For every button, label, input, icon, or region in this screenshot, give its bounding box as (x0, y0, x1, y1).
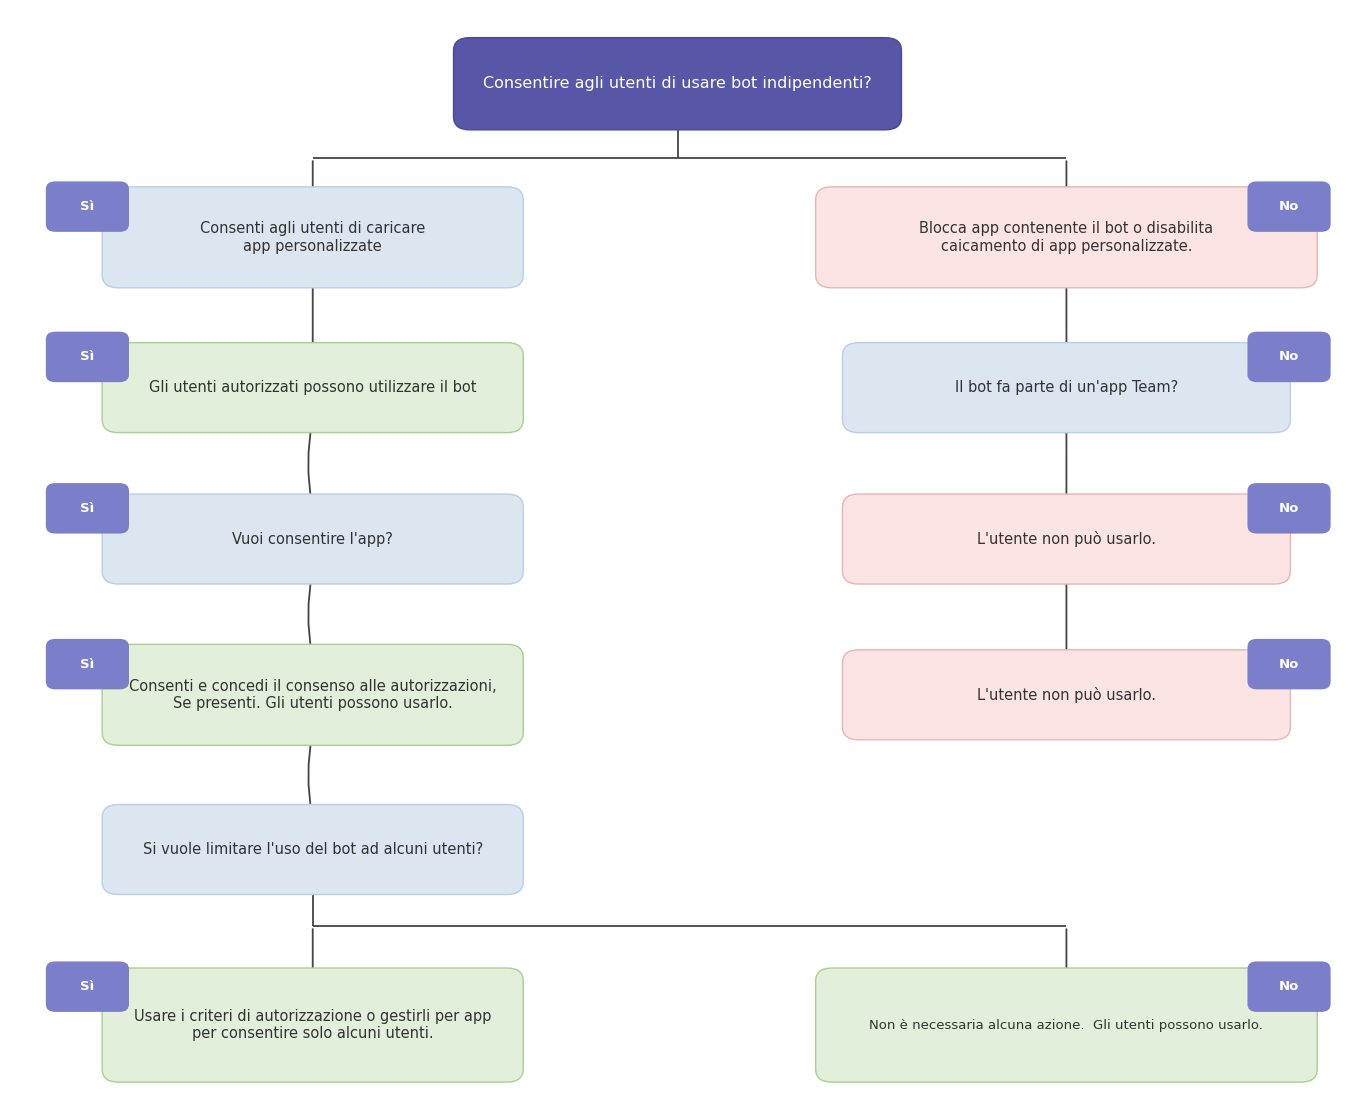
Text: No: No (1279, 350, 1299, 363)
FancyBboxPatch shape (46, 961, 129, 1012)
Text: Sì: Sì (80, 200, 95, 213)
Text: Usare i criteri di autorizzazione o gestirli per app
per consentire solo alcuni : Usare i criteri di autorizzazione o gest… (134, 1009, 492, 1041)
FancyBboxPatch shape (46, 332, 129, 382)
Text: L'utente non può usarlo.: L'utente non può usarlo. (977, 531, 1156, 547)
FancyBboxPatch shape (1248, 181, 1331, 232)
FancyBboxPatch shape (102, 644, 523, 745)
FancyBboxPatch shape (46, 483, 129, 533)
FancyBboxPatch shape (102, 494, 523, 584)
Text: Gli utenti autorizzati possono utilizzare il bot: Gli utenti autorizzati possono utilizzar… (149, 380, 477, 396)
Text: No: No (1279, 200, 1299, 213)
FancyBboxPatch shape (1248, 639, 1331, 689)
FancyBboxPatch shape (102, 187, 523, 288)
FancyBboxPatch shape (1248, 483, 1331, 533)
Text: Consenti agli utenti di caricare
app personalizzate: Consenti agli utenti di caricare app per… (201, 221, 425, 253)
FancyBboxPatch shape (454, 38, 901, 130)
Text: Blocca app contenente il bot o disabilita
caicamento di app personalizzate.: Blocca app contenente il bot o disabilit… (919, 221, 1214, 253)
Text: Il bot fa parte di un'app Team?: Il bot fa parte di un'app Team? (955, 380, 1177, 396)
Text: Si vuole limitare l'uso del bot ad alcuni utenti?: Si vuole limitare l'uso del bot ad alcun… (142, 842, 482, 857)
FancyBboxPatch shape (102, 804, 523, 894)
FancyBboxPatch shape (843, 342, 1290, 432)
FancyBboxPatch shape (1248, 961, 1331, 1012)
Text: Sì: Sì (80, 980, 95, 993)
FancyBboxPatch shape (816, 968, 1317, 1082)
Text: Non è necessaria alcuna azione.  Gli utenti possono usarlo.: Non è necessaria alcuna azione. Gli uten… (870, 1019, 1263, 1032)
Text: No: No (1279, 658, 1299, 671)
Text: Sì: Sì (80, 658, 95, 671)
Text: Sì: Sì (80, 350, 95, 363)
FancyBboxPatch shape (46, 639, 129, 689)
FancyBboxPatch shape (816, 187, 1317, 288)
Text: Sì: Sì (80, 502, 95, 514)
Text: Vuoi consentire l'app?: Vuoi consentire l'app? (232, 531, 393, 547)
FancyBboxPatch shape (843, 650, 1290, 740)
Text: Consentire agli utenti di usare bot indipendenti?: Consentire agli utenti di usare bot indi… (484, 77, 871, 91)
Text: L'utente non può usarlo.: L'utente non può usarlo. (977, 687, 1156, 703)
Text: No: No (1279, 502, 1299, 514)
FancyBboxPatch shape (843, 494, 1290, 584)
FancyBboxPatch shape (102, 968, 523, 1082)
FancyBboxPatch shape (46, 181, 129, 232)
Text: No: No (1279, 980, 1299, 993)
FancyBboxPatch shape (1248, 332, 1331, 382)
FancyBboxPatch shape (102, 342, 523, 432)
Text: Consenti e concedi il consenso alle autorizzazioni,
Se presenti. Gli utenti poss: Consenti e concedi il consenso alle auto… (129, 679, 496, 711)
